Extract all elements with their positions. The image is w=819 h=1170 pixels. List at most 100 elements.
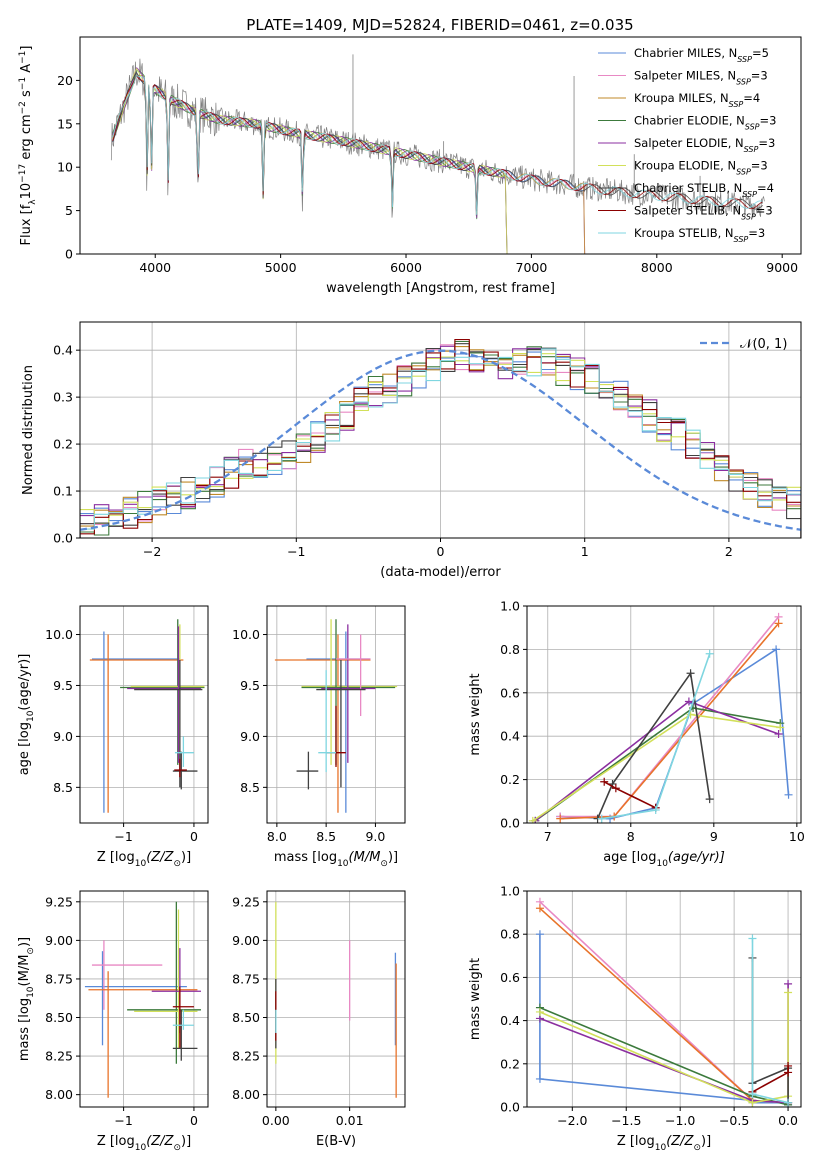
data-point-marker xyxy=(597,814,606,823)
data-point-marker xyxy=(535,1007,544,1016)
x-tick-label: 0.00 xyxy=(262,1113,290,1128)
y-tick-label: 1.0 xyxy=(500,599,520,614)
x-tick-label: 7 xyxy=(544,829,552,844)
x-tick-label: −1.0 xyxy=(665,1113,695,1128)
axes-frame xyxy=(79,321,802,539)
axes-frame xyxy=(79,36,802,255)
x-tick-label: 8.5 xyxy=(316,829,336,844)
x-tick-label: 0.01 xyxy=(336,1113,364,1128)
data-point-marker xyxy=(748,1090,757,1099)
axes-frame xyxy=(526,605,802,824)
series-line xyxy=(539,992,789,1104)
y-tick-label: 8.75 xyxy=(45,971,73,986)
data-point-marker xyxy=(556,814,565,823)
y-tick-label: 8.75 xyxy=(232,971,260,986)
y-tick-label: 10.0 xyxy=(45,627,73,642)
legend-entry: Chabrier MILES, NSSP=5 xyxy=(634,46,769,64)
x-tick-label: 10 xyxy=(789,829,805,844)
mass-weight-vs-age-panel: 7 8 9 10 0.0 0.2 0.4 0.6 0.8 1.0 age [log10(age/yr… xyxy=(468,599,805,870)
axes-frame xyxy=(79,890,209,1108)
data-point-marker xyxy=(611,784,620,793)
data-point-marker xyxy=(776,723,785,732)
data-point-marker xyxy=(748,934,757,943)
x-tick-label: 0.0 xyxy=(778,1113,798,1128)
data-point-marker xyxy=(705,649,714,658)
data-point-marker xyxy=(535,930,544,939)
data-point-marker xyxy=(784,979,793,988)
data-point-marker xyxy=(600,777,609,786)
data-point-marker xyxy=(686,669,695,678)
y-tick-label: 5 xyxy=(65,203,73,218)
y-axis-label: Normed distribution xyxy=(21,365,36,495)
axes-frame xyxy=(79,605,209,824)
legend-entry: Kroupa MILES, NSSP=4 xyxy=(634,91,760,109)
data-point-marker xyxy=(651,805,660,814)
x-axis-label: (data-model)/error xyxy=(380,565,501,580)
residual-histogram-panel: −2 −1 0 1 2 0.0 0.1 0.2 0.3 0.4 (data-model)/error… xyxy=(21,321,802,580)
y-tick-label: 9.25 xyxy=(232,894,260,909)
y-tick-label: 8.25 xyxy=(232,1049,260,1064)
x-tick-label: −2.0 xyxy=(557,1113,587,1128)
x-tick-label: 1 xyxy=(581,544,589,559)
x-tick-label: 9.0 xyxy=(365,829,385,844)
x-axis-label: mass [log10(M/M⊙)] xyxy=(274,850,398,869)
y-tick-label: 1.0 xyxy=(500,884,520,899)
plot-area xyxy=(275,901,397,1098)
plot-area xyxy=(274,619,398,813)
y-tick-label: 0.8 xyxy=(500,642,520,657)
legend-entry: Kroupa STELIB, NSSP=3 xyxy=(634,226,765,244)
y-tick-label: 0.4 xyxy=(500,1013,520,1028)
y-axis-label: mass weight xyxy=(468,673,483,755)
y-tick-label: 0.0 xyxy=(500,816,520,831)
y-tick-label: 8.00 xyxy=(45,1087,73,1102)
x-tick-label: −0.5 xyxy=(719,1113,749,1128)
plot-area xyxy=(80,339,801,538)
legend-entry: Chabrier STELIB, NSSP=4 xyxy=(634,181,774,199)
x-tick-label: −1 xyxy=(287,544,305,559)
y-tick-label: 0.0 xyxy=(500,1100,520,1115)
model-spectrum-line xyxy=(112,70,508,254)
y-tick-label: 0.2 xyxy=(500,1056,520,1071)
legend-entry: Salpeter MILES, NSSP=3 xyxy=(634,69,768,87)
y-tick-label: 0.4 xyxy=(500,729,520,744)
x-tick-label: 4000 xyxy=(139,260,171,275)
legend-entry: Salpeter STELIB, NSSP=3 xyxy=(634,204,773,222)
y-tick-label: 8.50 xyxy=(45,1010,73,1025)
data-point-marker xyxy=(774,619,783,628)
plot-area xyxy=(89,619,205,813)
y-tick-label: 8.5 xyxy=(240,780,260,795)
age-vs-mass-panel: 8.0 8.5 9.0 8.5 9.0 9.5 10.0 mass [log10(M/M⊙)] xyxy=(232,605,406,869)
x-tick-label: 0 xyxy=(437,544,445,559)
data-point-marker xyxy=(774,730,783,739)
figure-title: PLATE=1409, MJD=52824, FIBERID=0461, z=0… xyxy=(246,16,633,34)
x-tick-label: 6000 xyxy=(390,260,422,275)
x-axis-label: age [log10(age/yr)] xyxy=(603,850,725,869)
y-tick-label: 0 xyxy=(65,247,73,262)
y-tick-label: 0.3 xyxy=(53,390,73,405)
data-point-marker xyxy=(684,697,693,706)
y-tick-label: 8.00 xyxy=(232,1087,260,1102)
x-tick-label: 5000 xyxy=(265,260,297,275)
plot-area xyxy=(84,901,201,1098)
y-tick-label: 0.0 xyxy=(53,531,73,546)
y-tick-label: 9.0 xyxy=(53,729,73,744)
series-line xyxy=(596,671,711,820)
x-tick-label: −2 xyxy=(143,544,161,559)
y-tick-label: 10.0 xyxy=(232,627,260,642)
x-tick-label: −1 xyxy=(114,1113,132,1128)
y-tick-label: 10 xyxy=(57,160,73,175)
y-tick-label: 9.25 xyxy=(45,894,73,909)
y-tick-label: 9.5 xyxy=(240,678,260,693)
x-axis-label: Z [log10(Z/Z⊙)] xyxy=(617,1134,711,1153)
x-tick-label: 9 xyxy=(710,829,718,844)
x-tick-label: 0 xyxy=(190,829,198,844)
model-spectrum-line xyxy=(112,67,508,254)
histogram-steps xyxy=(80,348,801,538)
y-tick-label: 9.00 xyxy=(232,933,260,948)
data-point-marker xyxy=(535,904,544,913)
y-tick-label: 15 xyxy=(57,116,73,131)
legend-entry: Kroupa ELODIE, NSSP=3 xyxy=(634,159,768,177)
y-tick-label: 0.1 xyxy=(53,484,73,499)
y-tick-label: 0.2 xyxy=(53,437,73,452)
